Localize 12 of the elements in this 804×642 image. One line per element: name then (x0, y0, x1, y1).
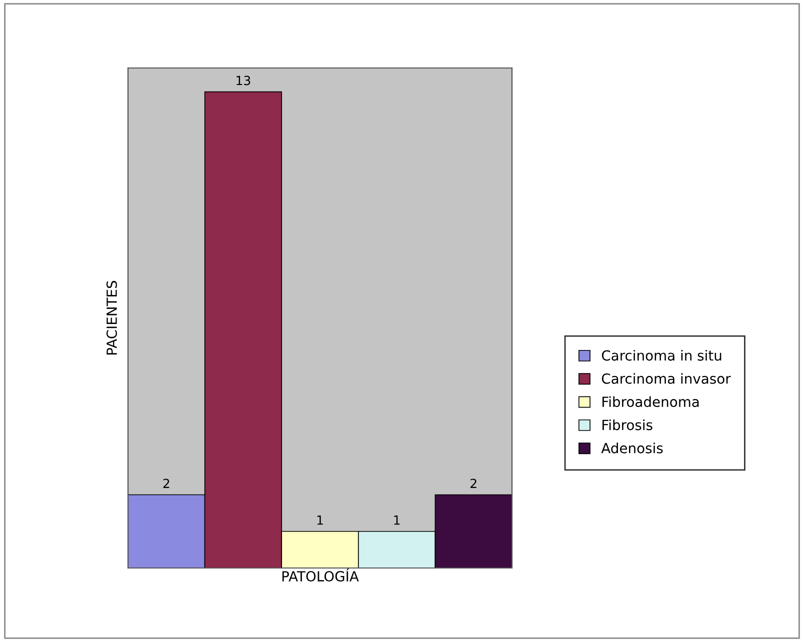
legend-label: Carcinoma invasor (602, 373, 731, 384)
data-label: 13 (236, 76, 250, 86)
y-axis-title: PACIENTES (106, 280, 117, 355)
legend-label: Fibrosis (602, 419, 652, 430)
data-label: 2 (470, 478, 476, 488)
data-label: 1 (317, 515, 323, 525)
x-axis-title: PATOLOGÍA (282, 568, 359, 582)
data-label: 2 (163, 478, 170, 488)
legend-label: Fibroadenoma (602, 396, 699, 408)
data-label: 1 (394, 515, 400, 525)
legend-label: Adenosis (601, 442, 663, 454)
legend-label: Carcinoma in situ (602, 350, 722, 361)
